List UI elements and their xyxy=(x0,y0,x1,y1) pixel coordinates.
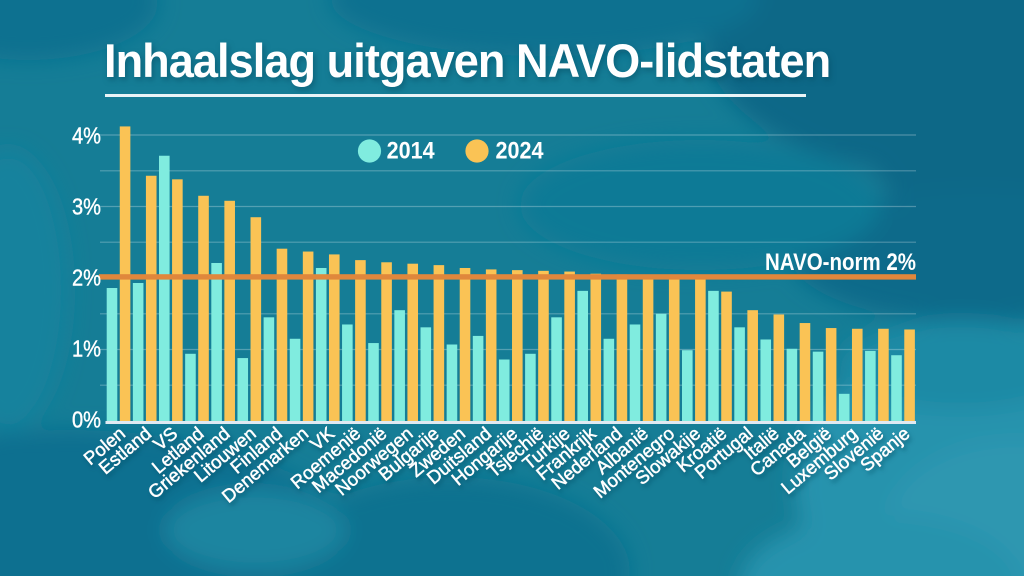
svg-text:2%: 2% xyxy=(72,264,101,290)
svg-text:3%: 3% xyxy=(72,193,101,219)
svg-text:0%: 0% xyxy=(72,406,101,432)
svg-text:2014: 2014 xyxy=(387,138,436,165)
svg-text:2024: 2024 xyxy=(496,138,545,165)
svg-text:4%: 4% xyxy=(72,122,101,148)
svg-text:NAVO-norm 2%: NAVO-norm 2% xyxy=(765,249,916,276)
svg-text:1%: 1% xyxy=(72,335,101,361)
